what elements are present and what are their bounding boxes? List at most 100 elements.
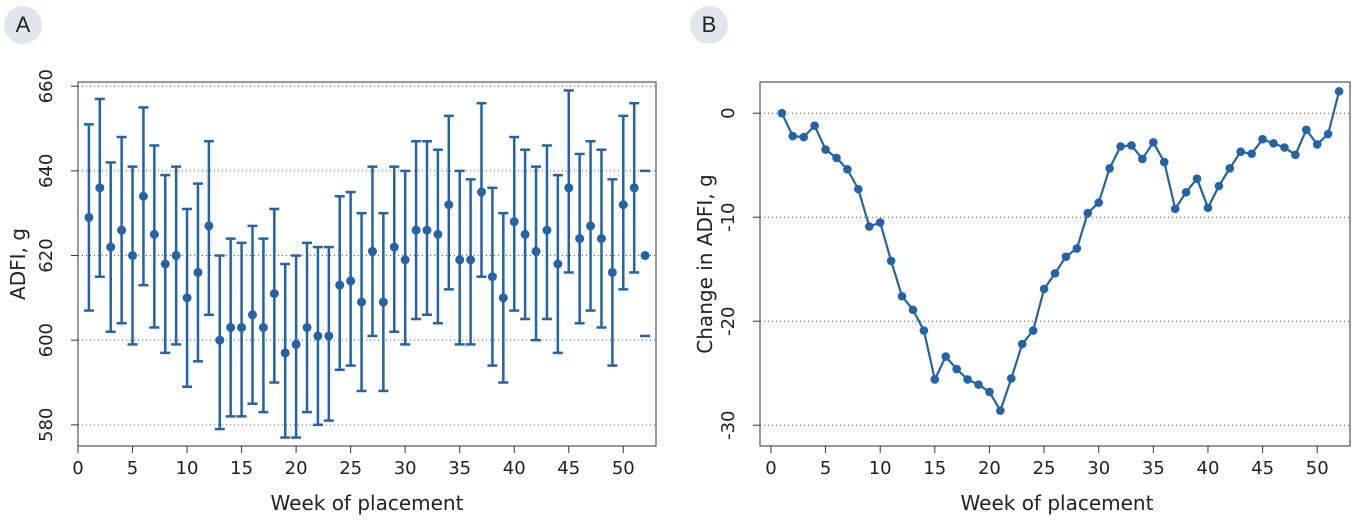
mean-point: [302, 322, 312, 332]
data-point: [1094, 198, 1104, 207]
data-point: [1269, 139, 1278, 148]
data-point: [941, 352, 951, 361]
data-point: [1028, 326, 1038, 335]
mean-point: [389, 242, 399, 252]
data-point: [1192, 174, 1202, 184]
y-axis-label-b: Change in ADFI, g: [693, 174, 717, 353]
data-point: [985, 387, 994, 397]
mean-point: [226, 322, 236, 332]
x-tick-label-b: 0: [765, 458, 776, 479]
data-point: [777, 108, 787, 118]
x-tick-label-b: 45: [1251, 458, 1274, 479]
data-point: [897, 291, 907, 301]
data-point: [1181, 187, 1191, 197]
x-tick-label-b: 10: [869, 458, 892, 479]
y-tick-label-a: 640: [36, 154, 57, 188]
mean-point: [182, 293, 192, 303]
x-tick-label-a: 0: [72, 458, 83, 479]
data-point: [952, 364, 961, 374]
data-point: [1138, 154, 1147, 164]
x-tick-label-a: 45: [557, 458, 580, 479]
data-point: [843, 165, 852, 174]
data-point: [1159, 157, 1169, 167]
mean-point: [95, 183, 105, 193]
mean-point: [520, 229, 530, 239]
mean-point: [618, 200, 628, 210]
data-point: [1083, 208, 1093, 218]
y-tick-label-b: -20: [718, 306, 739, 335]
panel-b-badge: B: [690, 6, 728, 44]
mean-point: [455, 255, 465, 265]
series-line: [780, 91, 1341, 412]
mean-point: [629, 183, 639, 193]
data-point: [788, 131, 798, 141]
mean-point: [531, 246, 541, 256]
mean-point: [128, 251, 138, 261]
mean-point: [477, 187, 487, 197]
mean-point: [269, 289, 279, 299]
mean-point: [280, 348, 290, 358]
mean-point: [313, 331, 323, 341]
mean-point: [607, 267, 617, 277]
mean-point: [466, 255, 476, 265]
y-tick-label-b: -10: [718, 202, 739, 231]
x-tick-label-a: 25: [339, 458, 362, 479]
data-point: [1203, 203, 1213, 213]
mean-point: [247, 310, 257, 320]
x-tick-label-a: 30: [394, 458, 417, 479]
mean-point: [84, 212, 94, 222]
data-point: [908, 305, 918, 315]
mean-point: [324, 331, 334, 341]
mean-point: [258, 322, 268, 332]
x-tick-label-a: 40: [503, 458, 526, 479]
data-point: [930, 375, 940, 384]
mean-point: [357, 297, 367, 307]
mean-point: [149, 229, 159, 239]
mean-point: [215, 335, 225, 345]
plot-frame-b: [759, 81, 1351, 447]
data-point: [1006, 374, 1016, 383]
data-point: [974, 380, 983, 389]
data-point: [1312, 140, 1322, 149]
mean-point: [422, 225, 432, 235]
mean-point: [346, 276, 356, 286]
data-point: [1017, 339, 1027, 349]
mean-point: [553, 259, 563, 269]
mean-point: [106, 242, 116, 252]
y-tick-label-a: 660: [36, 69, 57, 103]
mean-point: [160, 259, 170, 269]
data-point: [1291, 150, 1300, 160]
mean-point: [498, 293, 508, 303]
x-tick-label-a: 10: [176, 458, 199, 479]
x-tick-label-b: 50: [1306, 458, 1329, 479]
y-tick-label-a: 580: [36, 408, 57, 442]
mean-point: [575, 234, 585, 244]
data-point: [1258, 134, 1267, 144]
mean-point: [487, 272, 497, 282]
data-point: [832, 153, 841, 163]
y-axis-label-a: ADFI, g: [6, 228, 30, 300]
data-point: [1301, 125, 1311, 135]
data-point: [821, 145, 830, 154]
data-point: [1050, 269, 1060, 278]
mean-point: [509, 217, 519, 227]
data-point: [1280, 143, 1289, 152]
data-point: [875, 218, 885, 227]
data-point: [996, 406, 1005, 415]
data-point: [810, 121, 819, 130]
mean-point: [542, 225, 552, 235]
data-point: [1072, 244, 1082, 253]
y-tick-label-b: -30: [718, 410, 739, 439]
data-point: [1236, 147, 1246, 156]
data-point: [919, 326, 929, 335]
x-tick-label-a: 15: [230, 458, 253, 479]
mean-point: [596, 234, 606, 244]
mean-point: [378, 297, 388, 307]
mean-point: [171, 251, 181, 261]
data-point: [1039, 284, 1049, 294]
data-point: [1334, 87, 1344, 96]
mean-point: [564, 183, 574, 193]
mean-point: [237, 322, 247, 332]
